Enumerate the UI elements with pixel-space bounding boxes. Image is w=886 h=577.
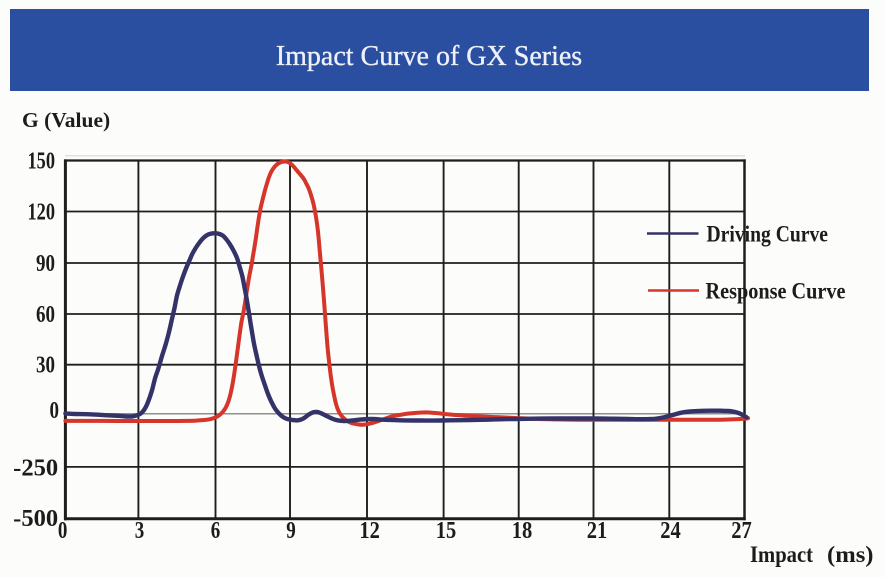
svg-text:12: 12 [359,518,380,544]
svg-text:0: 0 [58,518,68,544]
svg-text:30: 30 [36,353,55,379]
svg-text:27: 27 [731,518,752,544]
svg-text:9: 9 [286,518,296,544]
svg-text:21: 21 [587,518,608,544]
svg-text:90: 90 [36,251,55,277]
svg-text:Impact Curve of GX Series: Impact Curve of GX Series [276,41,582,72]
svg-text:Driving Curve: Driving Curve [707,222,829,248]
svg-text:Response Curve: Response Curve [706,278,846,304]
svg-text:G (Value): G (Value) [22,108,110,132]
svg-text:Impact: Impact [750,542,813,567]
svg-text:18: 18 [512,518,533,544]
svg-text:-500: -500 [13,506,58,532]
svg-text:3: 3 [135,518,145,544]
svg-text:15: 15 [436,518,457,544]
svg-text:(ms): (ms) [827,542,874,567]
svg-text:-250: -250 [13,456,58,482]
svg-text:6: 6 [211,518,221,544]
svg-text:150: 150 [28,149,56,175]
svg-text:0: 0 [50,398,60,424]
svg-text:60: 60 [36,302,55,328]
svg-text:120: 120 [28,200,56,226]
svg-text:24: 24 [660,518,681,544]
